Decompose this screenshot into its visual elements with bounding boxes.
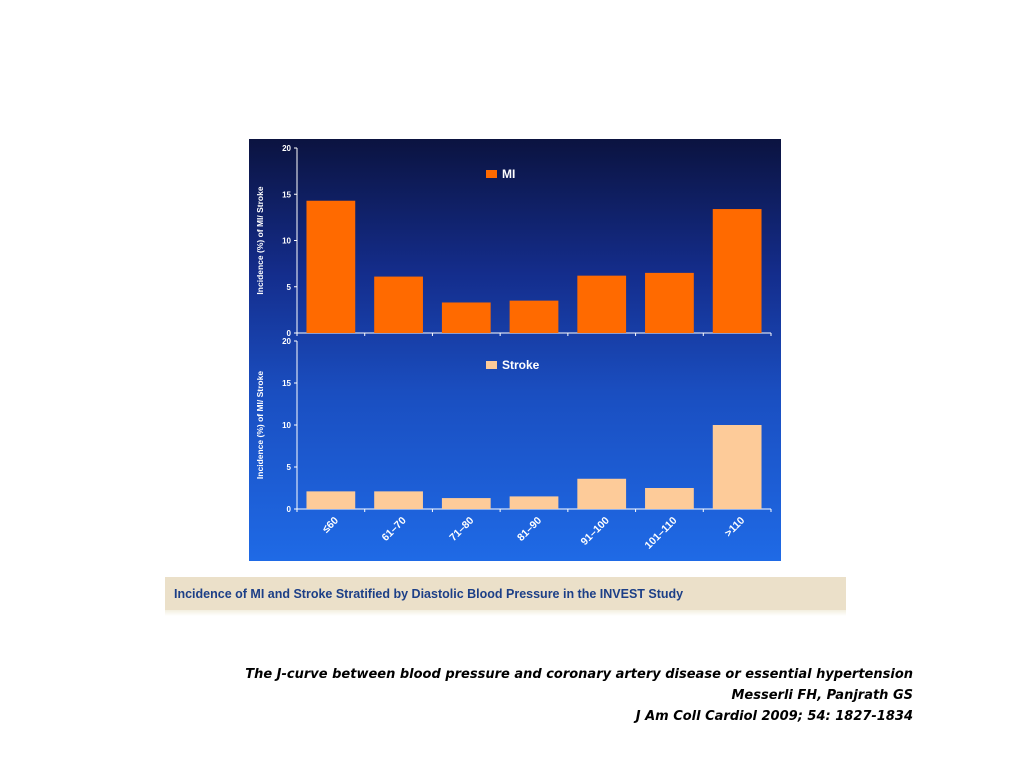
bar-stroke-3 bbox=[509, 496, 559, 509]
figure-caption: Incidence of MI and Stroke Stratified by… bbox=[174, 586, 684, 601]
y-tick-label: 20 bbox=[282, 144, 291, 153]
caption-shadow bbox=[165, 610, 846, 616]
bar-mi-2 bbox=[441, 302, 491, 333]
x-category-label: 71–80 bbox=[447, 515, 476, 544]
bar-stroke-6 bbox=[712, 425, 762, 509]
legend-swatch-mi bbox=[486, 170, 497, 178]
y-tick-label: 10 bbox=[282, 237, 291, 246]
y-axis-title: Incidence (%) of MI/ Stroke bbox=[255, 186, 265, 294]
bar-stroke-2 bbox=[441, 498, 491, 509]
reference-journal: J Am Coll Cardiol 2009; 54: 1827-1834 bbox=[635, 709, 913, 724]
bar-stroke-5 bbox=[645, 488, 694, 509]
x-category-label: ≤60 bbox=[320, 515, 341, 536]
y-tick-label: 0 bbox=[287, 329, 292, 338]
reference-authors: Messerli FH, Panjrath GS bbox=[731, 688, 913, 703]
legend-label-stroke: Stroke bbox=[502, 358, 540, 372]
bar-mi-4 bbox=[577, 275, 627, 333]
bar-stroke-4 bbox=[577, 478, 627, 509]
x-category-label: 81–90 bbox=[515, 515, 544, 544]
y-tick-label: 15 bbox=[282, 190, 291, 199]
bar-mi-1 bbox=[374, 276, 423, 333]
legend-swatch-stroke bbox=[486, 361, 497, 369]
y-tick-label: 10 bbox=[282, 421, 291, 430]
x-category-label: >110 bbox=[722, 515, 747, 540]
x-category-label: 91–100 bbox=[579, 515, 612, 548]
y-tick-label: 5 bbox=[287, 463, 292, 472]
chart-panel: 0 5 10 15 20 Incidence (%) of MI/ Stroke MI 0 5 1… bbox=[249, 139, 781, 561]
bar-mi-6 bbox=[712, 209, 762, 333]
reference-block: The J-curve between blood pressure and c… bbox=[245, 664, 913, 727]
legend-label-mi: MI bbox=[502, 167, 515, 181]
bar-stroke-1 bbox=[374, 491, 423, 509]
figure-caption-bar: Incidence of MI and Stroke Stratified by… bbox=[165, 577, 846, 610]
y-tick-label: 20 bbox=[282, 337, 291, 346]
y-tick-label: 5 bbox=[287, 283, 292, 292]
bar-stroke-0 bbox=[306, 491, 356, 509]
x-category-label: 61–70 bbox=[380, 515, 409, 544]
x-category-label: 101–110 bbox=[643, 515, 680, 552]
chart-svg: 0 5 10 15 20 Incidence (%) of MI/ Stroke MI 0 5 1… bbox=[255, 144, 772, 552]
bar-mi-3 bbox=[509, 300, 559, 333]
bar-mi-5 bbox=[645, 272, 694, 333]
y-axis-title: Incidence (%) of MI/ Stroke bbox=[255, 371, 265, 479]
y-tick-label: 0 bbox=[287, 505, 292, 514]
y-tick-label: 15 bbox=[282, 379, 291, 388]
bar-mi-0 bbox=[306, 200, 356, 333]
reference-title: The J-curve between blood pressure and c… bbox=[245, 667, 913, 682]
